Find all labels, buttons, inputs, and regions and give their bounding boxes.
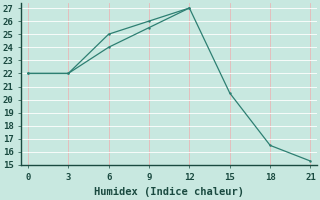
X-axis label: Humidex (Indice chaleur): Humidex (Indice chaleur) xyxy=(94,187,244,197)
